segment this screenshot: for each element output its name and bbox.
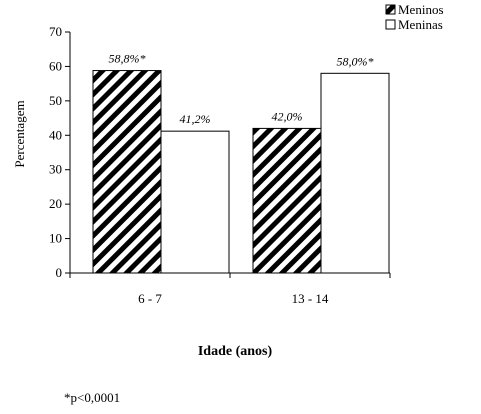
y-axis-title: Percentagem <box>12 100 27 167</box>
y-tick-label: 20 <box>49 196 62 211</box>
legend-label-meninos: Meninos <box>398 2 444 17</box>
y-tick-label: 70 <box>49 24 62 39</box>
x-tick-label: 13 - 14 <box>292 291 329 306</box>
data-labels: 58,8%* 41,2% 42,0% 58,0%* <box>109 52 374 127</box>
y-tick-label: 10 <box>49 231 62 246</box>
legend-swatch-meninas <box>385 19 396 30</box>
legend-label-meninas: Meninas <box>398 17 443 32</box>
y-tick-label: 60 <box>49 58 62 73</box>
data-label: 41,2% <box>180 112 211 126</box>
bar-meninas-1 <box>320 72 390 274</box>
bar-meninos-1 <box>252 127 322 274</box>
bar-meninos-0 <box>92 70 162 274</box>
y-tick-label: 50 <box>49 93 62 108</box>
data-label: 42,0% <box>272 109 303 123</box>
y-tick-label: 40 <box>49 127 62 142</box>
x-axis-title: Idade (anos) <box>198 344 273 359</box>
y-tick-label: 30 <box>49 162 62 177</box>
data-label: 58,0%* <box>337 54 374 68</box>
x-tick-label: 6 - 7 <box>138 291 162 306</box>
legend-swatch-meninos <box>385 4 396 15</box>
footnote: *p<0,0001 <box>64 390 121 405</box>
data-label: 58,8%* <box>109 52 146 66</box>
axes: 0 10 20 30 40 50 60 70 6 - 7 13 - 14 <box>49 24 391 306</box>
y-tick-label: 0 <box>56 265 63 280</box>
bars <box>92 70 390 274</box>
bar-meninas-0 <box>160 130 230 274</box>
